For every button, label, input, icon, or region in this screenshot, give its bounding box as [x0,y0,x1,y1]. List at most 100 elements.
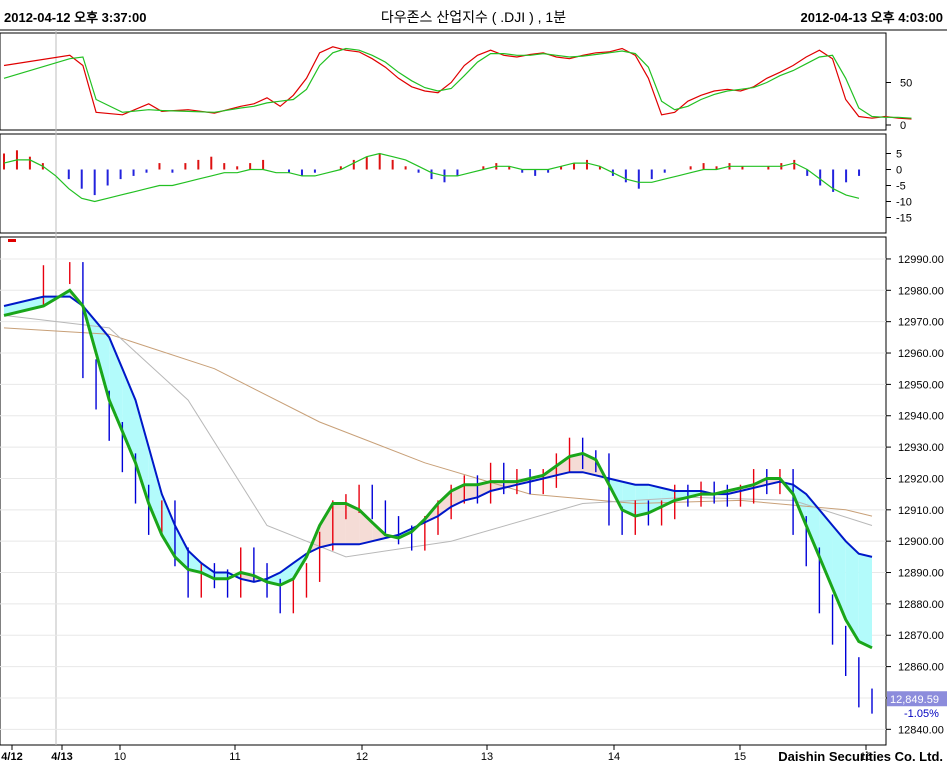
macd-bar [663,169,666,173]
macd-bar [430,169,433,180]
ma-band [148,447,162,535]
macd-bar [858,169,861,176]
macd-bar [171,169,174,173]
x-tick-label: 12 [356,751,368,763]
macd-bar [702,163,705,170]
macd-bar [689,166,692,170]
change-label: -1.05% [904,708,939,720]
stoch-tick-label: 50 [900,78,912,90]
ma-band [4,296,44,316]
x-tick-label: 16 [860,751,872,763]
macd-bar [339,166,342,170]
price-frame [0,236,887,746]
ma-band [464,484,478,501]
ma-band [622,481,636,517]
macd-bar [508,166,511,170]
macd-signal-line [3,152,860,203]
ma-band [161,494,175,557]
macd-bar [832,169,835,192]
macd-bar [28,156,31,170]
ma-band [135,400,149,504]
ma-band [319,503,333,548]
macd-bar [715,166,718,170]
x-tick-label: 4/12 [1,751,22,763]
ma-band [569,453,583,473]
ma-blue-line [3,295,873,583]
price-tick-label: 12920.00 [898,473,944,485]
ma-green-line [3,288,873,650]
last-price-label: 12,849.59 [890,694,939,706]
macd-tick-label: 5 [896,149,902,161]
x-tick-label: 4/13 [51,751,72,763]
macd-tick-label: -10 [896,197,912,209]
price-tick-label: 12870.00 [898,630,944,642]
price-tick-label: 12980.00 [898,285,944,297]
ma-band [858,553,872,648]
macd-bar [352,159,355,170]
macd-bar [119,169,122,180]
macd-bar [482,166,485,170]
price-tick-label: 12930.00 [898,442,944,454]
ma-band [819,509,833,589]
ma-band [345,503,360,545]
price-tick-label: 12960.00 [898,348,944,360]
ma-band [96,321,110,401]
x-tick-label: 10 [114,751,126,763]
ma-band [332,503,346,545]
price-tick-label: 12840.00 [898,724,944,736]
macd-bar [456,169,459,176]
macd-bar [573,163,576,170]
macd-bar [534,169,537,176]
macd-tick-label: -15 [896,213,912,225]
macd-bar [313,169,316,173]
price-tick-label: 12900.00 [898,536,944,548]
macd-bar [547,169,550,173]
macd-bar [145,169,148,173]
macd-tick-label: 0 [896,165,902,177]
macd-bar [767,166,770,170]
macd-bar [288,169,291,173]
macd-tick-label: -5 [896,181,906,193]
x-tick-label: 14 [608,751,620,763]
ma-band [438,491,452,517]
price-tick-label: 12910.00 [898,505,944,517]
x-tick-label: 15 [734,751,746,763]
macd-bar [793,159,796,170]
ma-band [359,509,373,545]
x-tick-label: 11 [229,751,240,763]
ma-band [214,572,228,579]
start-time: 2012-04-12 오후 3:37:00 [4,10,147,25]
price-tick-label: 12940.00 [898,411,944,423]
macd-bar [741,166,744,170]
stoch-frame [0,32,887,131]
price-tick-label: 12950.00 [898,379,944,391]
stoch-red-line [3,46,912,120]
macd-bar [845,169,848,183]
macd-bar [819,169,822,186]
stoch-green-line [3,47,912,119]
price-tick-label: 12890.00 [898,568,944,580]
macd-bar [210,156,213,170]
macd-bar [236,166,239,170]
macd-bar [93,169,96,196]
end-time: 2012-04-13 오후 4:03:00 [800,10,943,25]
ma-band [806,494,820,557]
macd-bar [650,169,653,180]
ma-band [201,563,215,579]
macd-bar [249,163,252,170]
chart-header: 2012-04-12 오후 3:37:00 다우존스 산업지수 ( .DJI )… [0,0,947,30]
macd-bar [80,169,83,189]
macd-bar [365,156,368,170]
macd-bar [106,169,109,186]
price-tick-label: 12970.00 [898,317,944,329]
ma-band [188,550,202,573]
macd-bar [585,159,588,170]
marker [8,239,16,242]
last-price-box [887,691,947,707]
ma-band [845,541,859,642]
x-tick-label: 13 [481,751,493,763]
macd-bar [67,169,70,180]
macd-bar [404,166,407,170]
macd-bar [300,169,303,176]
